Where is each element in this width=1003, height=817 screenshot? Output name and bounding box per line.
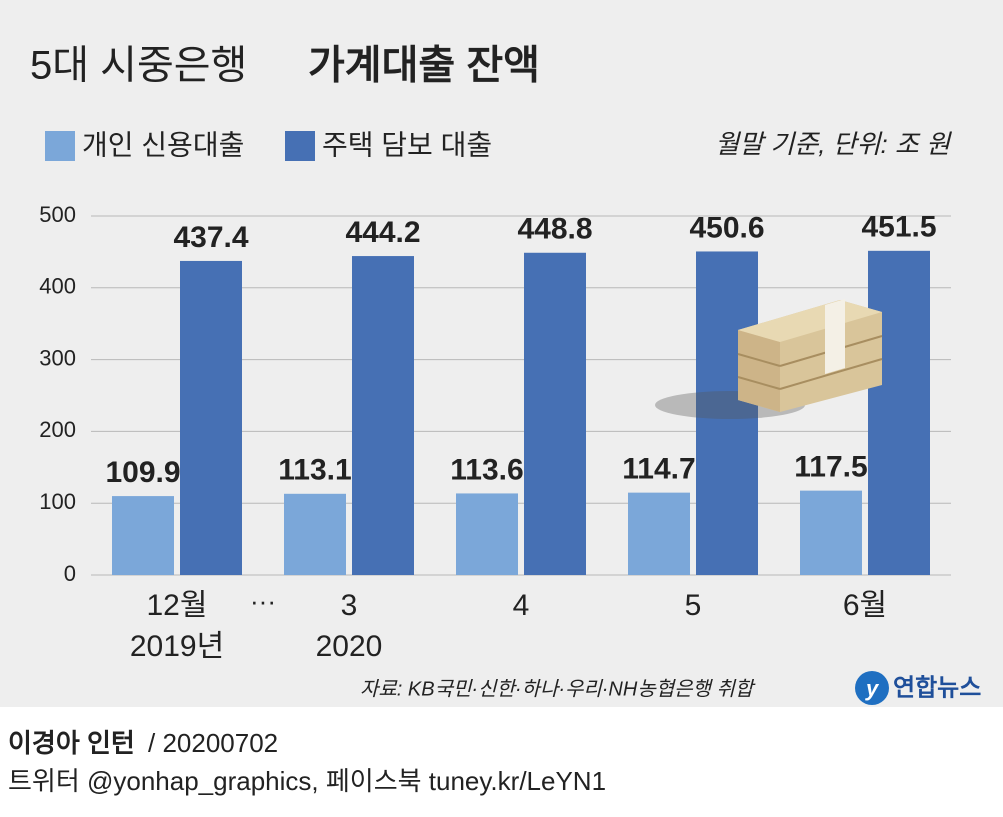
- y-tick-label: 300: [39, 345, 76, 370]
- bar: [456, 493, 518, 575]
- x-tick-year: 2020: [316, 630, 383, 663]
- y-tick-label: 400: [39, 274, 76, 299]
- bar: [868, 250, 930, 575]
- bar: [800, 490, 862, 575]
- logo-mark: [855, 671, 889, 705]
- logo-text: 연합뉴스: [893, 674, 981, 701]
- bar: [628, 492, 690, 575]
- value-label: 450.6: [689, 211, 764, 244]
- value-label: 444.2: [345, 216, 420, 249]
- plot: 0 100 200 300 400 500 개인 신용대출 주택 담보 대출 12월 2019년 1…: [39, 129, 951, 663]
- value-label: 113.6: [450, 453, 523, 486]
- x-tick-year: 2019년: [130, 630, 224, 663]
- chart-title-bold: 가계대출 잔액: [308, 44, 540, 88]
- x-tick-label: 3: [341, 589, 358, 622]
- axis-break: ···: [250, 586, 276, 616]
- bar: [180, 260, 242, 575]
- bar: [524, 252, 586, 575]
- logo-glyph: y: [865, 676, 880, 701]
- value-label: 117.5: [794, 451, 867, 484]
- footer-background: [0, 707, 1003, 817]
- legend-swatch: [285, 131, 315, 161]
- value-label: 109.9: [105, 456, 180, 489]
- bar: [352, 256, 414, 575]
- y-tick-label: 200: [39, 417, 76, 442]
- x-tick-label: 5: [685, 589, 702, 622]
- value-label: 113.1: [278, 454, 351, 487]
- x-tick-label: 4: [513, 589, 530, 622]
- y-tick-label: 0: [64, 561, 76, 586]
- value-label: 114.7: [622, 453, 695, 486]
- value-label: 451.5: [861, 211, 936, 244]
- bar: [696, 251, 758, 576]
- y-tick-label: 500: [39, 202, 76, 227]
- x-tick-label: 6월: [843, 589, 887, 622]
- legend-swatch: [45, 131, 75, 161]
- social: 트위터 @yonhap_graphics, 페이스북 tuney.kr/LeYN…: [8, 766, 606, 796]
- bar: [284, 493, 346, 575]
- legend-label: 주택 담보 대출: [322, 129, 492, 160]
- unit-note: 월말 기준, 단위: 조 원: [715, 129, 952, 159]
- money-illustration: [655, 299, 883, 419]
- y-tick-label: 100: [39, 489, 76, 514]
- date: / 20200702: [148, 728, 278, 758]
- chart-title-light: 5대 시중은행: [30, 44, 247, 88]
- legend-label: 개인 신용대출: [82, 129, 244, 160]
- author: 이경아 인턴: [8, 728, 135, 758]
- x-tick-label: 12월: [147, 589, 208, 622]
- value-label: 437.4: [173, 221, 248, 254]
- bar: [112, 496, 174, 575]
- value-label: 448.8: [517, 213, 592, 246]
- source: 자료: KB국민·신한·하나·우리·NH농협은행 취합: [360, 678, 756, 700]
